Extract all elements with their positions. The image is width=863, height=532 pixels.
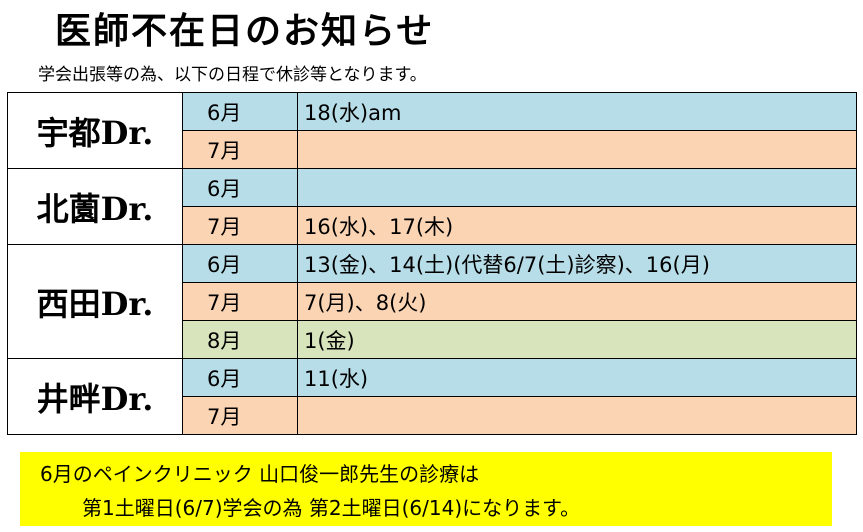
notice-line: 第1土曜日(6/7)学会の為 第2土曜日(6/14)になります。 — [82, 496, 581, 520]
title: 医師不在日のお知らせ — [55, 11, 435, 52]
row: 7月 16(水)、17(木) — [8, 206, 857, 245]
row: 宇都Dr. 6月 18(水)am — [7, 92, 857, 169]
dates: 18(水)am — [297, 92, 857, 131]
row: 北薗Dr. 6月 — [7, 168, 857, 245]
notice-line: 6月のペインクリニック 山口俊一郎先生の診療は — [40, 462, 480, 486]
dates — [297, 168, 857, 207]
dates — [297, 396, 857, 435]
month: 7月 — [182, 282, 298, 321]
row: 井畔Dr. 6月 11(水) — [7, 358, 857, 435]
dates: 1(金) — [297, 320, 857, 359]
row: 西田Dr. 6月 13(金)、14(土)(代替6/7(土)診察)、16(月) — [7, 244, 857, 359]
row: 7月 — [8, 130, 857, 169]
row: 7月 7(月)、8(火) — [8, 282, 857, 321]
month: 7月 — [182, 130, 298, 169]
row: 7月 — [8, 396, 857, 435]
dates: 13(金)、14(土)(代替6/7(土)診察)、16(月) — [297, 244, 857, 283]
month: 6月 — [182, 168, 298, 207]
dates: 11(水) — [297, 358, 857, 397]
dates: 7(月)、8(火) — [297, 282, 857, 321]
doctor-name: 宇都Dr. — [7, 92, 183, 169]
schedule-table: 宇都Dr. 6月 18(水)am 7月 北薗Dr. 6月 7月 16(水)、17(木) 西田Dr… — [7, 92, 857, 435]
doctor-name: 西田Dr. — [7, 244, 183, 359]
notice: 6月のペインクリニック 山口俊一郎先生の診療は 第1土曜日(6/7)学会の為 第… — [20, 452, 832, 526]
doctor-name: 井畔Dr. — [7, 358, 183, 435]
row: 8月 1(金) — [8, 320, 857, 359]
dates — [297, 130, 857, 169]
month: 8月 — [182, 320, 298, 359]
month: 7月 — [182, 206, 298, 245]
month: 7月 — [182, 396, 298, 435]
month: 6月 — [182, 244, 298, 283]
dates: 16(水)、17(木) — [297, 206, 857, 245]
month: 6月 — [182, 92, 298, 131]
subtitle: 学会出張等の為、以下の日程で休診等となります。 — [38, 65, 427, 85]
month: 6月 — [182, 358, 298, 397]
doctor-name: 北薗Dr. — [7, 168, 183, 245]
